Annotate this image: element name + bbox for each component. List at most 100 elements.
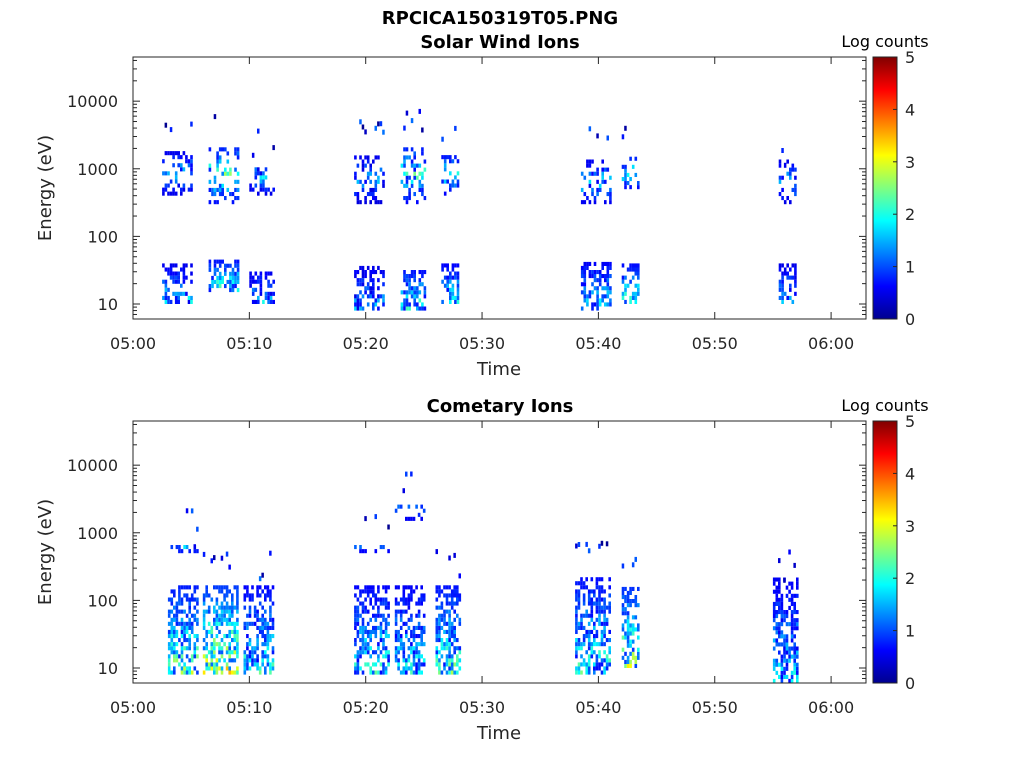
heatmap-cell <box>456 271 460 276</box>
heatmap-cell <box>609 286 612 291</box>
heatmap-cell <box>256 589 259 594</box>
heatmap-cell <box>440 625 444 630</box>
heatmap-cell <box>793 601 796 606</box>
heatmap-cell <box>403 298 406 303</box>
heatmap-cell <box>621 655 625 660</box>
heatmap-cell <box>631 291 635 296</box>
heatmap-cell <box>246 646 249 651</box>
heatmap-cell <box>580 290 584 295</box>
heatmap-cell <box>170 650 174 655</box>
heatmap-cell <box>185 613 189 618</box>
heatmap-cell <box>399 646 403 651</box>
heatmap-cell <box>202 654 206 659</box>
heatmap-cell <box>394 658 398 663</box>
heatmap-cell <box>405 471 408 477</box>
heatmap-cell <box>449 171 452 176</box>
heatmap-cell <box>269 605 272 610</box>
heatmap-cell <box>407 504 411 509</box>
heatmap-cell <box>788 654 791 659</box>
heatmap-cell <box>449 155 452 160</box>
heatmap-cell <box>601 286 604 291</box>
heatmap-cell <box>790 634 794 639</box>
heatmap-cell <box>794 175 797 180</box>
heatmap-cell <box>407 654 411 659</box>
heatmap-cell <box>631 623 635 628</box>
heatmap-cell <box>448 638 451 643</box>
heatmap-cell <box>606 135 609 141</box>
heatmap-cell <box>364 642 367 647</box>
heatmap-cell <box>225 551 229 557</box>
heatmap-cell <box>369 167 372 172</box>
heatmap-cell <box>587 621 591 626</box>
heatmap-cell <box>788 605 791 610</box>
heatmap-cell <box>205 666 208 671</box>
heatmap-cell <box>626 627 630 632</box>
heatmap-cell <box>361 609 365 614</box>
heatmap-cell <box>608 646 611 651</box>
heatmap-cell <box>215 585 219 590</box>
heatmap-cell <box>412 638 416 643</box>
heatmap-cell <box>794 291 797 296</box>
heatmap-cell <box>410 290 414 295</box>
heatmap-cell <box>224 147 227 152</box>
heatmap-cell <box>261 634 264 639</box>
heatmap-cell <box>272 279 275 284</box>
heatmap-cell <box>634 659 638 664</box>
colorbar-label: Log counts <box>841 32 928 51</box>
heatmap-cell <box>264 295 268 300</box>
heatmap-cell <box>259 287 263 292</box>
heatmap-cell <box>449 271 452 276</box>
heatmap-cell <box>173 658 176 663</box>
heatmap-cell <box>220 666 224 671</box>
heatmap-cell <box>458 617 462 622</box>
heatmap-cell <box>603 617 606 622</box>
heatmap-cell <box>374 179 378 184</box>
heatmap-cell <box>606 192 610 197</box>
heatmap-cell <box>254 271 258 276</box>
heatmap-cell <box>234 196 237 201</box>
heatmap-cell <box>448 662 451 667</box>
heatmap-cell <box>402 666 406 671</box>
heatmap-cell <box>196 670 199 675</box>
heatmap-cell <box>379 634 383 639</box>
heatmap-cell <box>410 662 413 667</box>
heatmap-cell <box>185 263 188 268</box>
heatmap-cell <box>374 617 378 622</box>
heatmap-cell <box>236 646 239 651</box>
heatmap-cell <box>213 605 216 610</box>
heatmap-cell <box>410 471 413 477</box>
heatmap-cell <box>167 666 171 671</box>
heatmap-cell <box>251 585 254 590</box>
heatmap-cell <box>259 187 263 192</box>
heatmap-cell <box>236 179 240 184</box>
heatmap-cell <box>580 617 583 622</box>
heatmap-cell <box>598 589 601 594</box>
heatmap-cell <box>258 585 262 590</box>
heatmap-cell <box>364 129 367 135</box>
heatmap-cell <box>575 617 578 622</box>
heatmap-cell <box>790 601 794 606</box>
heatmap-cell <box>595 658 599 663</box>
heatmap-cell <box>413 167 416 172</box>
heatmap-cell <box>218 192 222 197</box>
heatmap-cell <box>778 279 782 284</box>
heatmap-cell <box>435 617 439 622</box>
heatmap-cell <box>218 617 221 622</box>
heatmap-cell <box>162 187 165 192</box>
heatmap-cell <box>448 585 451 590</box>
heatmap-cell <box>456 279 460 284</box>
heatmap-cell <box>451 287 455 292</box>
heatmap-cell <box>454 125 457 131</box>
heatmap-cell <box>410 147 414 152</box>
heatmap-cell <box>190 183 193 188</box>
heatmap-cell <box>449 295 452 300</box>
heatmap-cell <box>394 621 398 626</box>
heatmap-cell <box>190 613 194 618</box>
heatmap-cell <box>407 646 411 651</box>
heatmap-cell <box>218 259 222 264</box>
heatmap-cell <box>420 670 423 675</box>
heatmap-cell <box>422 642 426 647</box>
heatmap-cell <box>182 151 186 156</box>
heatmap-cell <box>621 295 625 300</box>
